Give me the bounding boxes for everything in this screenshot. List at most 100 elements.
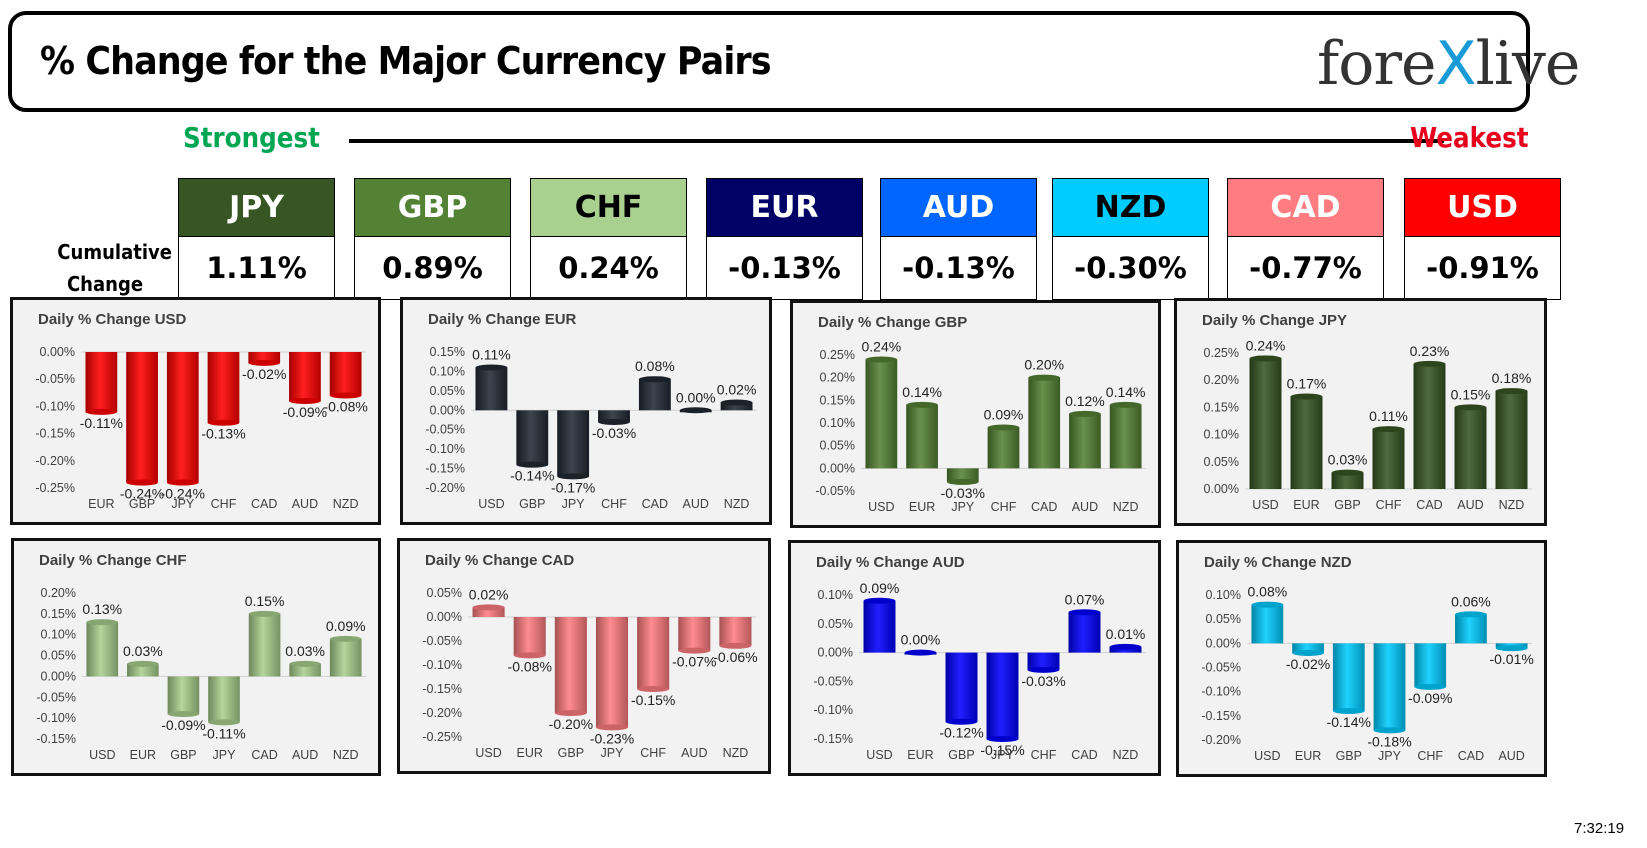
x-tick-label: AUD xyxy=(683,497,709,511)
bar-cap xyxy=(1331,469,1364,476)
currency-code: EUR xyxy=(707,179,862,237)
currency-code: AUD xyxy=(881,179,1036,237)
data-label: 0.03% xyxy=(123,643,163,659)
data-label: 0.11% xyxy=(472,347,511,363)
y-tick-label: -0.05% xyxy=(425,423,465,437)
x-tick-label: CHF xyxy=(1417,749,1443,763)
x-tick-label: USD xyxy=(868,500,894,514)
data-label: -0.08% xyxy=(508,658,552,674)
y-tick-label: 0.05% xyxy=(41,649,76,663)
x-tick-label: GBP xyxy=(170,748,196,762)
bar-eur xyxy=(1290,396,1323,489)
bar-usd xyxy=(1251,604,1284,644)
chart-title-aud: Daily % Change AUD xyxy=(816,554,965,571)
currency-code: GBP xyxy=(355,179,510,237)
x-tick-label: JPY xyxy=(171,497,195,511)
bar-cap xyxy=(598,418,630,425)
bar-cap xyxy=(1495,645,1528,652)
bar-cap xyxy=(289,660,321,667)
bar-gbp xyxy=(1331,472,1364,489)
y-tick-label: 0.10% xyxy=(430,364,465,378)
bar-cap xyxy=(248,610,281,617)
y-tick-label: 0.00% xyxy=(430,403,465,417)
x-tick-label: JPY xyxy=(991,748,1015,762)
bar-eur xyxy=(906,404,938,469)
data-label: 0.00% xyxy=(676,389,716,405)
y-tick-label: 0.15% xyxy=(820,393,855,407)
data-label: 0.02% xyxy=(717,382,757,398)
currency-cumulative-value: -0.13% xyxy=(728,251,841,285)
bar-aud xyxy=(1069,413,1101,469)
x-tick-label: GBP xyxy=(1336,749,1362,763)
x-tick-label: JPY xyxy=(951,500,975,514)
bar-nzd xyxy=(329,352,362,396)
bar-cap xyxy=(1069,410,1101,417)
chart-panel-nzd: Daily % Change NZD 0.10% 0.05% 0.00% -0.05% -… xyxy=(1176,540,1547,777)
x-tick-label: JPY xyxy=(562,497,586,511)
bar-cap xyxy=(208,719,240,726)
currency-box-eur: EUR -0.13% xyxy=(706,178,863,300)
bar-cap xyxy=(904,649,937,656)
data-label: -0.06% xyxy=(713,649,757,665)
weakest-label: Weakest xyxy=(1410,121,1529,154)
bar-aud xyxy=(289,663,321,677)
bar-gbp xyxy=(945,652,978,722)
currency-code: USD xyxy=(1405,179,1560,237)
currency-box-nzd: NZD -0.30% xyxy=(1052,178,1209,300)
bar-jpy xyxy=(1373,643,1406,731)
currency-box-cad: CAD -0.77% xyxy=(1227,178,1384,300)
bar-usd xyxy=(865,359,898,469)
bar-cap xyxy=(1292,650,1324,656)
data-label: -0.09% xyxy=(283,404,327,420)
y-tick-label: -0.20% xyxy=(1201,733,1241,747)
x-tick-label: GBP xyxy=(1334,498,1360,512)
data-label: 0.14% xyxy=(902,384,942,400)
bar-chf xyxy=(637,617,670,689)
data-label: 0.01% xyxy=(1106,626,1146,642)
y-tick-label: -0.05% xyxy=(815,484,855,498)
x-tick-label: AUD xyxy=(292,748,318,762)
bar-jpy xyxy=(595,617,629,728)
data-label: 0.20% xyxy=(1024,357,1064,373)
y-tick-label: -0.15% xyxy=(35,427,75,441)
bar-cap xyxy=(1332,708,1365,714)
y-tick-label: -0.10% xyxy=(422,658,462,672)
chart-title-chf: Daily % Change CHF xyxy=(39,552,187,569)
bar-nzd xyxy=(720,402,753,411)
bar-cap xyxy=(719,642,752,649)
x-tick-label: GBP xyxy=(129,497,155,511)
strength-scale-line xyxy=(349,139,1444,143)
header-banner: % Change for the Major Currency Pairs fo… xyxy=(8,11,1580,112)
data-label: -0.18% xyxy=(1367,733,1411,749)
currency-cumulative-value: 0.24% xyxy=(558,251,659,285)
x-tick-label: GBP xyxy=(948,748,974,762)
y-tick-label: 0.20% xyxy=(820,371,855,385)
x-tick-label: NZD xyxy=(333,748,359,762)
y-tick-label: -0.15% xyxy=(422,682,462,696)
y-tick-label: -0.25% xyxy=(422,730,462,744)
x-tick-label: AUD xyxy=(1498,749,1524,763)
bar-cap xyxy=(329,635,362,642)
data-label: 0.12% xyxy=(1065,393,1105,409)
data-label: 0.15% xyxy=(245,593,285,609)
y-tick-label: -0.20% xyxy=(35,454,75,468)
bar-cap xyxy=(1372,426,1405,433)
y-tick-label: 0.10% xyxy=(820,416,855,430)
data-label: 0.09% xyxy=(984,407,1024,423)
chart-panel-aud: Daily % Change AUD 0.10% 0.05% 0.00% -0.05% -… xyxy=(788,540,1161,776)
bar-aud xyxy=(678,617,711,651)
bar-cap xyxy=(987,424,1020,431)
bar-gbp xyxy=(167,676,200,714)
data-label: -0.12% xyxy=(939,725,983,741)
bar-cap xyxy=(475,364,508,371)
bar-usd xyxy=(863,600,896,653)
bar-cap xyxy=(986,736,1019,742)
y-tick-label: -0.05% xyxy=(422,634,462,648)
currency-cumulative-value: -0.30% xyxy=(1074,251,1187,285)
data-label: 0.08% xyxy=(635,358,675,374)
x-tick-label: AUD xyxy=(681,746,707,760)
bar-chf xyxy=(1372,429,1405,489)
y-tick-label: 0.00% xyxy=(427,610,462,624)
y-tick-label: 0.00% xyxy=(818,646,853,660)
bar-cap xyxy=(1413,360,1446,367)
